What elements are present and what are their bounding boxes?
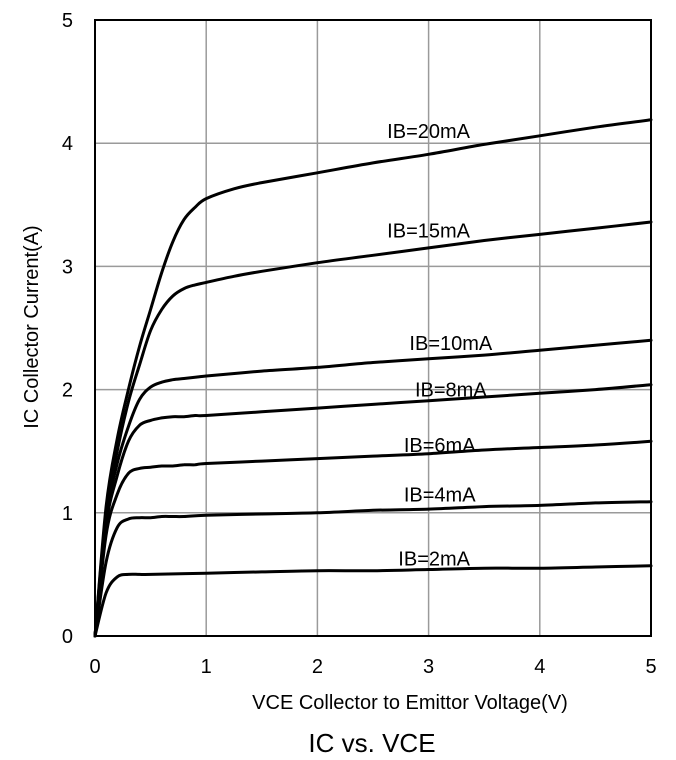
series-labels: IB=20mA IB=15mA IB=10mA IB=8mA IB=6mA IB=4mA I… — [387, 121, 493, 571]
series-line-ib-20ma — [93, 118, 653, 638]
x-tick-label: 3 — [423, 656, 434, 678]
series-label-ib-8ma: IB=8mA — [415, 380, 487, 402]
y-axis-label: IC Collector Current(A) — [21, 225, 43, 428]
series-line-ib-2ma — [93, 564, 653, 638]
series-label-ib-20ma: IB=20mA — [387, 121, 470, 143]
series-label-ib-6ma: IB=6mA — [404, 435, 476, 457]
y-tick-label: 4 — [62, 133, 73, 155]
series-line-ib-4ma — [93, 500, 653, 638]
x-tick-label: 4 — [534, 656, 545, 678]
plot-frame — [94, 19, 652, 637]
series-line-ib-15ma — [93, 220, 653, 638]
y-tick-label: 5 — [62, 10, 73, 32]
y-tick-label: 3 — [62, 256, 73, 278]
chart-title: IC vs. VCE — [308, 728, 435, 758]
x-tick-label: 5 — [645, 656, 656, 678]
x-tick-label: 0 — [89, 656, 100, 678]
y-tick-labels: 0 1 2 3 4 5 — [62, 10, 73, 648]
y-tick-label: 0 — [62, 626, 73, 648]
series-label-ib-4ma: IB=4mA — [404, 484, 476, 506]
y-tick-label: 1 — [62, 503, 73, 525]
series-line-ib-8ma — [93, 383, 653, 638]
x-tick-label: 2 — [312, 656, 323, 678]
series-line-ib-6ma — [93, 439, 653, 638]
series-line-ib-10ma — [93, 338, 653, 638]
x-tick-label: 1 — [201, 656, 212, 678]
grid-lines — [95, 20, 651, 636]
series-label-ib-2ma: IB=2mA — [398, 548, 470, 570]
x-tick-labels: 0 1 2 3 4 5 — [89, 656, 656, 678]
x-axis-label: VCE Collector to Emittor Voltage(V) — [252, 692, 568, 714]
y-tick-label: 2 — [62, 380, 73, 402]
curves — [93, 118, 653, 638]
series-label-ib-15ma: IB=15mA — [387, 221, 470, 243]
series-label-ib-10ma: IB=10mA — [409, 333, 492, 355]
